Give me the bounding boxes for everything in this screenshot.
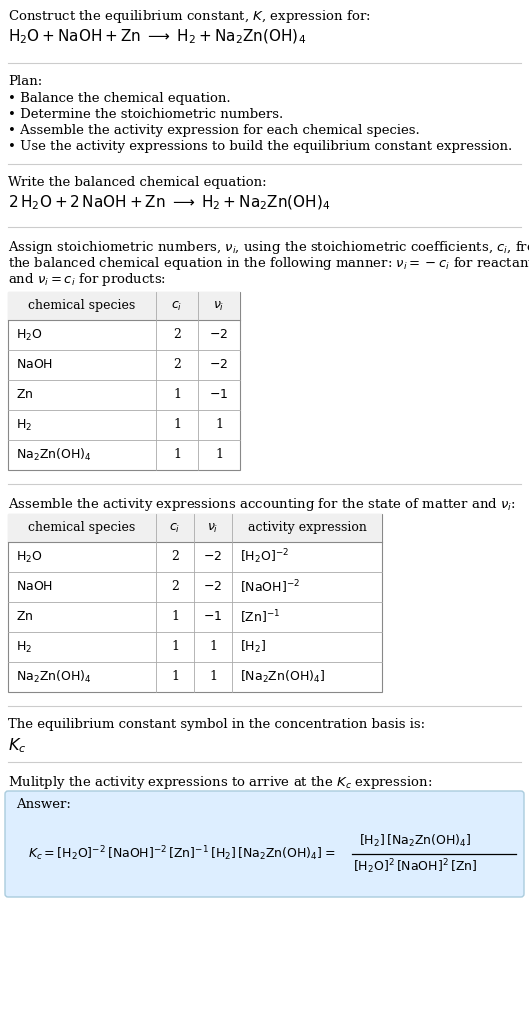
Text: $\mathrm{2\,H_2O + 2\,NaOH + Zn \;\longrightarrow\; H_2 + Na_2Zn(OH)_4}$: $\mathrm{2\,H_2O + 2\,NaOH + Zn \;\longr…	[8, 194, 331, 212]
Text: 1: 1	[209, 670, 217, 683]
Text: 2: 2	[171, 580, 179, 593]
Text: chemical species: chemical species	[29, 522, 135, 535]
Text: 2: 2	[173, 329, 181, 342]
Bar	[8, 514, 382, 692]
Bar	[8, 514, 382, 542]
Text: • Assemble the activity expression for each chemical species.: • Assemble the activity expression for e…	[8, 124, 419, 137]
Text: $[\mathrm{Zn}]^{-1}$: $[\mathrm{Zn}]^{-1}$	[240, 609, 280, 626]
Text: $c_i$: $c_i$	[169, 522, 180, 535]
Text: Write the balanced chemical equation:: Write the balanced chemical equation:	[8, 176, 267, 189]
Text: 1: 1	[209, 641, 217, 653]
Text: $[\mathrm{H_2O}]^{-2}$: $[\mathrm{H_2O}]^{-2}$	[240, 548, 289, 566]
Text: 2: 2	[173, 359, 181, 371]
Text: $\nu_i$: $\nu_i$	[213, 299, 225, 312]
Text: $-2$: $-2$	[204, 551, 223, 563]
Text: $\mathrm{Zn}$: $\mathrm{Zn}$	[16, 611, 33, 624]
Bar	[8, 292, 240, 320]
Text: $-2$: $-2$	[209, 359, 229, 371]
Text: $\mathrm{Zn}$: $\mathrm{Zn}$	[16, 388, 33, 401]
Text: 1: 1	[173, 419, 181, 432]
Text: 1: 1	[215, 449, 223, 461]
Text: 1: 1	[215, 419, 223, 432]
Text: and $\nu_i = c_i$ for products:: and $\nu_i = c_i$ for products:	[8, 271, 166, 288]
Text: $[\mathrm{H_2}]\,[\mathrm{Na_2Zn(OH)_4}]$: $[\mathrm{H_2}]\,[\mathrm{Na_2Zn(OH)_4}]…	[359, 833, 471, 849]
Text: chemical species: chemical species	[29, 299, 135, 312]
Text: 1: 1	[173, 388, 181, 401]
Text: $-1$: $-1$	[209, 388, 229, 401]
Text: $[\mathrm{NaOH}]^{-2}$: $[\mathrm{NaOH}]^{-2}$	[240, 578, 300, 595]
Text: $\mathrm{H_2O + NaOH + Zn \;\longrightarrow\; H_2 + Na_2Zn(OH)_4}$: $\mathrm{H_2O + NaOH + Zn \;\longrightar…	[8, 28, 306, 47]
Text: $\mathrm{Na_2Zn(OH)_4}$: $\mathrm{Na_2Zn(OH)_4}$	[16, 669, 92, 685]
Text: Mulitply the activity expressions to arrive at the $K_c$ expression:: Mulitply the activity expressions to arr…	[8, 774, 432, 791]
FancyBboxPatch shape	[5, 791, 524, 897]
Text: 1: 1	[171, 641, 179, 653]
Text: $K_c = [\mathrm{H_2O}]^{-2}\,[\mathrm{NaOH}]^{-2}\,[\mathrm{Zn}]^{-1}\,[\mathrm{: $K_c = [\mathrm{H_2O}]^{-2}\,[\mathrm{Na…	[28, 844, 335, 863]
Text: the balanced chemical equation in the following manner: $\nu_i = -c_i$ for react: the balanced chemical equation in the fo…	[8, 255, 529, 272]
Text: $[\mathrm{H_2}]$: $[\mathrm{H_2}]$	[240, 639, 266, 655]
Text: Answer:: Answer:	[16, 798, 71, 811]
Text: The equilibrium constant symbol in the concentration basis is:: The equilibrium constant symbol in the c…	[8, 718, 425, 731]
Text: Assign stoichiometric numbers, $\nu_i$, using the stoichiometric coefficients, $: Assign stoichiometric numbers, $\nu_i$, …	[8, 239, 529, 256]
Text: $\mathrm{H_2}$: $\mathrm{H_2}$	[16, 418, 32, 433]
Text: $\mathrm{H_2}$: $\mathrm{H_2}$	[16, 639, 32, 654]
Text: $-2$: $-2$	[204, 580, 223, 593]
Text: activity expression: activity expression	[248, 522, 367, 535]
Text: $[\mathrm{Na_2Zn(OH)_4}]$: $[\mathrm{Na_2Zn(OH)_4}]$	[240, 669, 325, 685]
Text: 1: 1	[171, 670, 179, 683]
Text: $K_c$: $K_c$	[8, 736, 26, 754]
Text: 1: 1	[171, 611, 179, 624]
Text: $\nu_i$: $\nu_i$	[207, 522, 218, 535]
Text: Assemble the activity expressions accounting for the state of matter and $\nu_i$: Assemble the activity expressions accoun…	[8, 496, 516, 513]
Text: $-1$: $-1$	[203, 611, 223, 624]
Text: $c_i$: $c_i$	[171, 299, 183, 312]
Text: 2: 2	[171, 551, 179, 563]
Text: $\mathrm{H_2O}$: $\mathrm{H_2O}$	[16, 549, 42, 564]
Text: • Determine the stoichiometric numbers.: • Determine the stoichiometric numbers.	[8, 108, 283, 121]
Text: $\mathrm{Na_2Zn(OH)_4}$: $\mathrm{Na_2Zn(OH)_4}$	[16, 447, 92, 463]
Text: 1: 1	[173, 449, 181, 461]
Text: $\mathrm{NaOH}$: $\mathrm{NaOH}$	[16, 359, 53, 371]
Text: Construct the equilibrium constant, $K$, expression for:: Construct the equilibrium constant, $K$,…	[8, 8, 371, 25]
Text: $-2$: $-2$	[209, 329, 229, 342]
Text: $\mathrm{NaOH}$: $\mathrm{NaOH}$	[16, 580, 53, 593]
Text: $\mathrm{H_2O}$: $\mathrm{H_2O}$	[16, 328, 42, 343]
Bar	[8, 292, 240, 470]
Text: • Balance the chemical equation.: • Balance the chemical equation.	[8, 92, 231, 105]
Text: Plan:: Plan:	[8, 75, 42, 88]
Text: $[\mathrm{H_2O}]^2\,[\mathrm{NaOH}]^2\,[\mathrm{Zn}]$: $[\mathrm{H_2O}]^2\,[\mathrm{NaOH}]^2\,[…	[353, 857, 477, 877]
Text: • Use the activity expressions to build the equilibrium constant expression.: • Use the activity expressions to build …	[8, 140, 512, 153]
